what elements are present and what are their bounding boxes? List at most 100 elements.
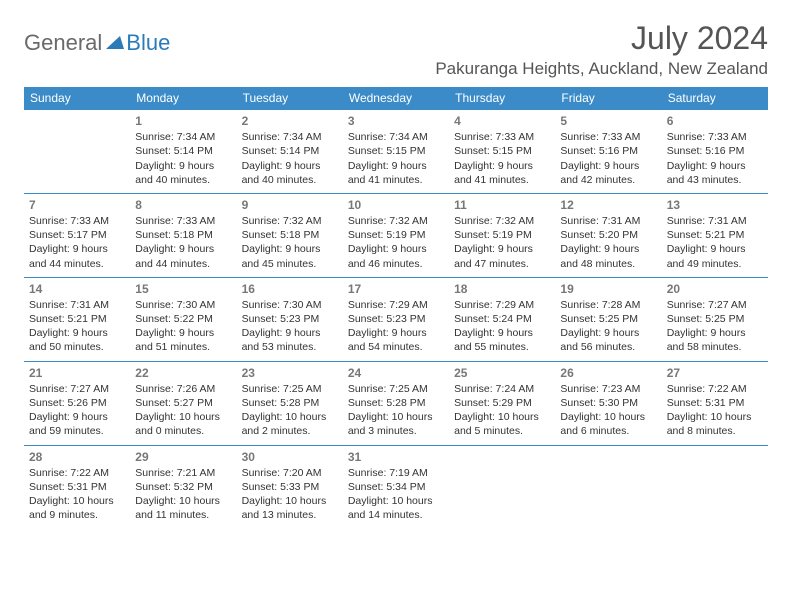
day-details: Sunrise: 7:32 AMSunset: 5:19 PMDaylight:… (348, 214, 444, 271)
day-details: Sunrise: 7:33 AMSunset: 5:16 PMDaylight:… (560, 130, 656, 187)
calendar-day-cell (662, 445, 768, 528)
day-details: Sunrise: 7:33 AMSunset: 5:16 PMDaylight:… (667, 130, 763, 187)
day-number: 6 (667, 113, 763, 129)
day-details: Sunrise: 7:20 AMSunset: 5:33 PMDaylight:… (242, 466, 338, 523)
day-details: Sunrise: 7:27 AMSunset: 5:26 PMDaylight:… (29, 382, 125, 439)
day-number: 12 (560, 197, 656, 213)
calendar-day-cell: 15Sunrise: 7:30 AMSunset: 5:22 PMDayligh… (130, 277, 236, 361)
calendar-day-cell: 10Sunrise: 7:32 AMSunset: 5:19 PMDayligh… (343, 193, 449, 277)
calendar-week-row: 28Sunrise: 7:22 AMSunset: 5:31 PMDayligh… (24, 445, 768, 528)
day-number: 15 (135, 281, 231, 297)
day-number: 26 (560, 365, 656, 381)
calendar-day-cell: 24Sunrise: 7:25 AMSunset: 5:28 PMDayligh… (343, 361, 449, 445)
calendar-day-cell: 20Sunrise: 7:27 AMSunset: 5:25 PMDayligh… (662, 277, 768, 361)
calendar-day-cell: 31Sunrise: 7:19 AMSunset: 5:34 PMDayligh… (343, 445, 449, 528)
calendar-day-cell: 22Sunrise: 7:26 AMSunset: 5:27 PMDayligh… (130, 361, 236, 445)
day-number: 4 (454, 113, 550, 129)
weekday-header: Saturday (662, 87, 768, 110)
calendar-day-cell: 8Sunrise: 7:33 AMSunset: 5:18 PMDaylight… (130, 193, 236, 277)
day-number: 9 (242, 197, 338, 213)
day-details: Sunrise: 7:28 AMSunset: 5:25 PMDaylight:… (560, 298, 656, 355)
calendar-day-cell: 7Sunrise: 7:33 AMSunset: 5:17 PMDaylight… (24, 193, 130, 277)
day-details: Sunrise: 7:32 AMSunset: 5:19 PMDaylight:… (454, 214, 550, 271)
day-details: Sunrise: 7:34 AMSunset: 5:14 PMDaylight:… (135, 130, 231, 187)
day-details: Sunrise: 7:34 AMSunset: 5:15 PMDaylight:… (348, 130, 444, 187)
day-number: 5 (560, 113, 656, 129)
day-details: Sunrise: 7:24 AMSunset: 5:29 PMDaylight:… (454, 382, 550, 439)
day-number: 23 (242, 365, 338, 381)
calendar-header: SundayMondayTuesdayWednesdayThursdayFrid… (24, 87, 768, 110)
day-number: 3 (348, 113, 444, 129)
day-details: Sunrise: 7:27 AMSunset: 5:25 PMDaylight:… (667, 298, 763, 355)
calendar-week-row: 14Sunrise: 7:31 AMSunset: 5:21 PMDayligh… (24, 277, 768, 361)
day-number: 25 (454, 365, 550, 381)
calendar-day-cell: 30Sunrise: 7:20 AMSunset: 5:33 PMDayligh… (237, 445, 343, 528)
day-details: Sunrise: 7:33 AMSunset: 5:17 PMDaylight:… (29, 214, 125, 271)
calendar-day-cell: 1Sunrise: 7:34 AMSunset: 5:14 PMDaylight… (130, 110, 236, 194)
calendar-day-cell (449, 445, 555, 528)
day-number: 16 (242, 281, 338, 297)
day-number: 1 (135, 113, 231, 129)
logo-triangle-icon (106, 33, 124, 54)
day-number: 17 (348, 281, 444, 297)
day-number: 21 (29, 365, 125, 381)
day-number: 10 (348, 197, 444, 213)
day-details: Sunrise: 7:31 AMSunset: 5:21 PMDaylight:… (29, 298, 125, 355)
calendar-week-row: 21Sunrise: 7:27 AMSunset: 5:26 PMDayligh… (24, 361, 768, 445)
day-details: Sunrise: 7:30 AMSunset: 5:22 PMDaylight:… (135, 298, 231, 355)
calendar-day-cell: 21Sunrise: 7:27 AMSunset: 5:26 PMDayligh… (24, 361, 130, 445)
calendar-day-cell: 12Sunrise: 7:31 AMSunset: 5:20 PMDayligh… (555, 193, 661, 277)
day-details: Sunrise: 7:29 AMSunset: 5:24 PMDaylight:… (454, 298, 550, 355)
calendar-day-cell: 29Sunrise: 7:21 AMSunset: 5:32 PMDayligh… (130, 445, 236, 528)
day-details: Sunrise: 7:23 AMSunset: 5:30 PMDaylight:… (560, 382, 656, 439)
day-details: Sunrise: 7:26 AMSunset: 5:27 PMDaylight:… (135, 382, 231, 439)
calendar-day-cell: 4Sunrise: 7:33 AMSunset: 5:15 PMDaylight… (449, 110, 555, 194)
day-number: 2 (242, 113, 338, 129)
header: General Blue July 2024 Pakuranga Heights… (24, 20, 768, 79)
weekday-header: Thursday (449, 87, 555, 110)
calendar-day-cell (555, 445, 661, 528)
day-details: Sunrise: 7:25 AMSunset: 5:28 PMDaylight:… (242, 382, 338, 439)
calendar-day-cell: 25Sunrise: 7:24 AMSunset: 5:29 PMDayligh… (449, 361, 555, 445)
day-number: 27 (667, 365, 763, 381)
day-number: 24 (348, 365, 444, 381)
day-details: Sunrise: 7:30 AMSunset: 5:23 PMDaylight:… (242, 298, 338, 355)
calendar-day-cell: 2Sunrise: 7:34 AMSunset: 5:14 PMDaylight… (237, 110, 343, 194)
day-details: Sunrise: 7:33 AMSunset: 5:15 PMDaylight:… (454, 130, 550, 187)
calendar-week-row: 7Sunrise: 7:33 AMSunset: 5:17 PMDaylight… (24, 193, 768, 277)
calendar-day-cell: 13Sunrise: 7:31 AMSunset: 5:21 PMDayligh… (662, 193, 768, 277)
day-details: Sunrise: 7:31 AMSunset: 5:21 PMDaylight:… (667, 214, 763, 271)
calendar-day-cell: 3Sunrise: 7:34 AMSunset: 5:15 PMDaylight… (343, 110, 449, 194)
day-number: 22 (135, 365, 231, 381)
location: Pakuranga Heights, Auckland, New Zealand (435, 59, 768, 79)
day-number: 8 (135, 197, 231, 213)
day-details: Sunrise: 7:25 AMSunset: 5:28 PMDaylight:… (348, 382, 444, 439)
weekday-header: Friday (555, 87, 661, 110)
day-number: 19 (560, 281, 656, 297)
day-details: Sunrise: 7:31 AMSunset: 5:20 PMDaylight:… (560, 214, 656, 271)
calendar-day-cell: 23Sunrise: 7:25 AMSunset: 5:28 PMDayligh… (237, 361, 343, 445)
day-number: 13 (667, 197, 763, 213)
calendar-day-cell: 5Sunrise: 7:33 AMSunset: 5:16 PMDaylight… (555, 110, 661, 194)
day-details: Sunrise: 7:22 AMSunset: 5:31 PMDaylight:… (29, 466, 125, 523)
calendar-day-cell: 18Sunrise: 7:29 AMSunset: 5:24 PMDayligh… (449, 277, 555, 361)
day-details: Sunrise: 7:29 AMSunset: 5:23 PMDaylight:… (348, 298, 444, 355)
weekday-header: Tuesday (237, 87, 343, 110)
day-details: Sunrise: 7:32 AMSunset: 5:18 PMDaylight:… (242, 214, 338, 271)
calendar-body: 1Sunrise: 7:34 AMSunset: 5:14 PMDaylight… (24, 110, 768, 529)
day-number: 14 (29, 281, 125, 297)
calendar-day-cell: 19Sunrise: 7:28 AMSunset: 5:25 PMDayligh… (555, 277, 661, 361)
day-number: 31 (348, 449, 444, 465)
calendar-table: SundayMondayTuesdayWednesdayThursdayFrid… (24, 87, 768, 528)
calendar-day-cell: 6Sunrise: 7:33 AMSunset: 5:16 PMDaylight… (662, 110, 768, 194)
day-number: 29 (135, 449, 231, 465)
calendar-day-cell: 14Sunrise: 7:31 AMSunset: 5:21 PMDayligh… (24, 277, 130, 361)
logo-text-blue: Blue (126, 30, 170, 56)
calendar-day-cell: 28Sunrise: 7:22 AMSunset: 5:31 PMDayligh… (24, 445, 130, 528)
day-number: 18 (454, 281, 550, 297)
day-details: Sunrise: 7:19 AMSunset: 5:34 PMDaylight:… (348, 466, 444, 523)
calendar-day-cell: 16Sunrise: 7:30 AMSunset: 5:23 PMDayligh… (237, 277, 343, 361)
month-title: July 2024 (435, 20, 768, 57)
day-number: 7 (29, 197, 125, 213)
day-number: 11 (454, 197, 550, 213)
